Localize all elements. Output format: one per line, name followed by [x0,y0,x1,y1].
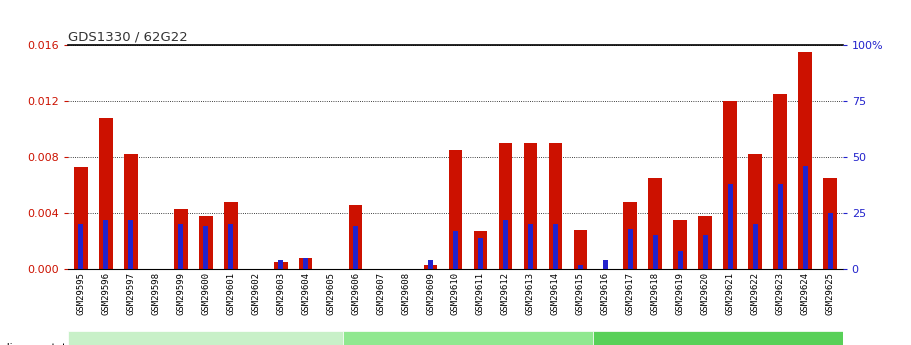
Bar [649,178,662,269]
Bar [349,205,363,269]
Text: GSM29614: GSM29614 [551,272,560,315]
Text: GSM29612: GSM29612 [501,272,510,315]
Bar [603,260,608,269]
Bar [448,150,463,269]
Bar [78,224,84,269]
Bar [99,118,113,269]
Text: GSM29610: GSM29610 [451,272,460,315]
Text: GSM29620: GSM29620 [701,272,710,315]
Bar [424,265,437,269]
Bar [623,202,637,269]
Text: GSM29613: GSM29613 [526,272,535,315]
Text: GSM29596: GSM29596 [101,272,110,315]
Bar [574,230,588,269]
Bar [303,258,308,269]
Text: GDS1330 / 62G22: GDS1330 / 62G22 [68,31,188,44]
Text: GSM29602: GSM29602 [251,272,261,315]
Text: GSM29606: GSM29606 [351,272,360,315]
Bar [773,94,787,269]
Bar [652,235,658,269]
Bar [224,202,238,269]
Bar [274,262,288,269]
Text: GSM29604: GSM29604 [302,272,310,315]
Bar [778,184,783,269]
Text: GSM29617: GSM29617 [626,272,635,315]
Text: GSM29609: GSM29609 [426,272,435,315]
Bar [203,227,209,269]
Bar [824,178,837,269]
Text: GSM29616: GSM29616 [601,272,609,315]
Bar [103,220,108,269]
Text: disease state: disease state [3,343,72,345]
Bar [798,52,812,269]
Bar [728,184,732,269]
Bar [593,331,843,345]
Bar [174,209,188,269]
Bar [723,101,737,269]
Text: GSM29598: GSM29598 [151,272,160,315]
Bar [353,227,358,269]
Bar [527,224,533,269]
Text: GSM29605: GSM29605 [326,272,335,315]
Text: GSM29611: GSM29611 [476,272,485,315]
Text: GSM29601: GSM29601 [226,272,235,315]
Bar [673,220,687,269]
Text: GSM29599: GSM29599 [176,272,185,315]
Text: GSM29623: GSM29623 [776,272,784,315]
Bar [699,216,712,269]
Bar [827,213,833,269]
Text: GSM29619: GSM29619 [676,272,685,315]
Text: GSM29621: GSM29621 [726,272,735,315]
Bar [299,258,312,269]
Text: GSM29595: GSM29595 [77,272,86,315]
Text: GSM29618: GSM29618 [650,272,660,315]
Bar [548,143,562,269]
Bar [474,231,487,269]
Bar [124,154,138,269]
Bar [453,231,458,269]
Text: GSM29608: GSM29608 [401,272,410,315]
Text: GSM29615: GSM29615 [576,272,585,315]
Text: GSM29625: GSM29625 [825,272,834,315]
Text: GSM29600: GSM29600 [201,272,210,315]
Bar [128,220,133,269]
Text: GSM29622: GSM29622 [751,272,760,315]
Bar [478,238,483,269]
Bar [803,166,808,269]
Bar [74,167,87,269]
Bar [228,224,233,269]
Bar [748,154,763,269]
Bar [702,235,708,269]
Text: GSM29607: GSM29607 [376,272,385,315]
Bar [199,216,212,269]
Bar [498,143,512,269]
Bar [578,265,583,269]
Bar [68,331,343,345]
Bar [278,260,283,269]
Bar [524,143,537,269]
Text: GSM29603: GSM29603 [276,272,285,315]
Text: GSM29597: GSM29597 [127,272,135,315]
Bar [179,224,183,269]
Bar [343,331,593,345]
Bar [553,224,558,269]
Bar [628,229,633,269]
Bar [752,224,758,269]
Bar [503,220,508,269]
Text: GSM29624: GSM29624 [801,272,810,315]
Bar [678,251,683,269]
Bar [428,260,433,269]
